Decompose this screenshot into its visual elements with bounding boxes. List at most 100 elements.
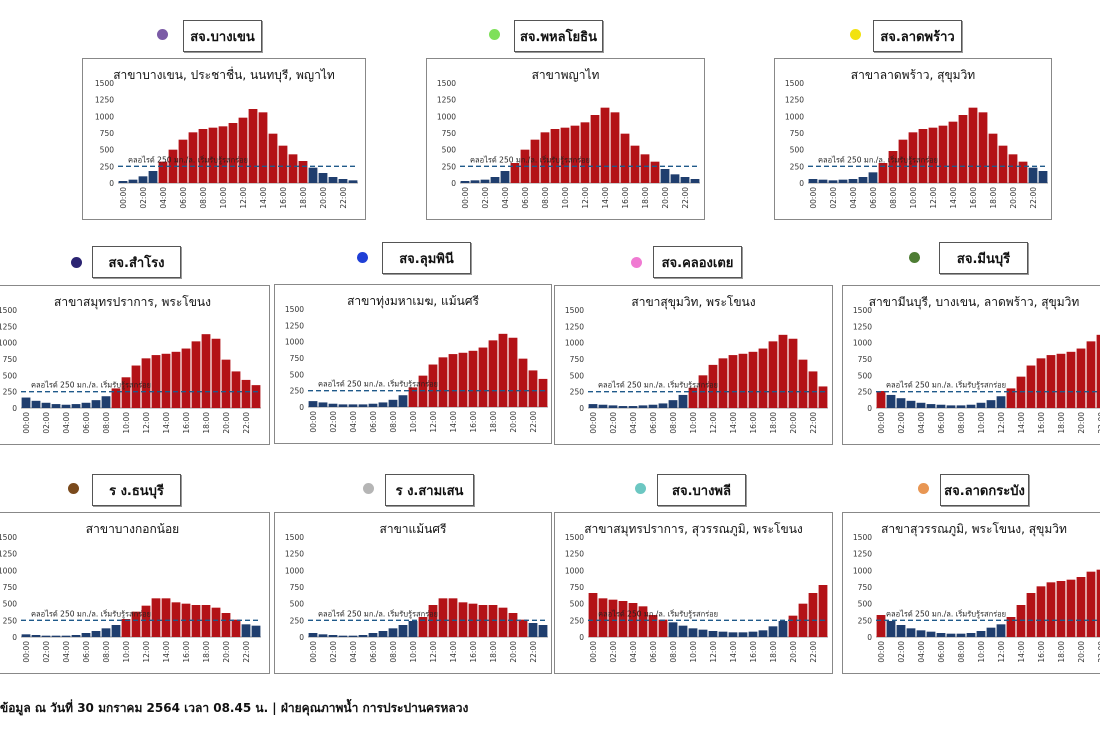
bar-20:00 (788, 615, 798, 637)
bar-15:00 (268, 133, 278, 183)
bar-05:00 (358, 404, 368, 407)
bar-09:00 (678, 394, 688, 408)
x-tick-label: 10:00 (409, 641, 418, 663)
bar-07:00 (658, 619, 668, 637)
x-tick-label: 22:00 (529, 411, 538, 433)
bar-10:00 (908, 132, 918, 183)
chart-title: สาขาบางกอกน้อย (85, 522, 180, 536)
bar-18:00 (640, 154, 650, 183)
y-tick-label: 1000 (853, 339, 872, 348)
bar-07:00 (530, 139, 540, 183)
x-tick-label: 06:00 (521, 187, 530, 209)
x-tick-label: 02:00 (609, 641, 618, 663)
bar-02:00 (41, 635, 51, 637)
x-tick-label: 20:00 (1077, 412, 1086, 434)
bar-00:00 (808, 179, 818, 183)
chart-title: สาขาสมุทรปราการ, สุวรรณภูมิ, พระโขนง (584, 522, 803, 536)
threshold-label: คลอไรด์ 250 มก./ล. เริ่มรับรู้รสกร่อย (598, 608, 718, 618)
bar-10:00 (688, 387, 698, 408)
chart-title: สาขาบางเขน, ประชาชื่น, นนทบุรี, พญาไท (113, 68, 335, 82)
bar-17:00 (978, 112, 988, 183)
y-tick-label: 500 (570, 371, 585, 380)
bar-13:00 (438, 357, 448, 407)
x-tick-label: 10:00 (122, 412, 131, 434)
y-tick-label: 1000 (95, 112, 114, 121)
bar-01:00 (318, 634, 328, 637)
y-tick-label: 1250 (853, 550, 872, 559)
x-tick-label: 12:00 (709, 641, 718, 663)
y-tick-label: 1000 (0, 566, 17, 575)
bar-02:00 (328, 403, 338, 407)
bar-19:00 (498, 333, 508, 407)
bar-08:00 (668, 622, 678, 637)
bar-14:00 (728, 632, 738, 637)
y-tick-label: 1500 (437, 79, 456, 88)
y-tick-label: 0 (12, 633, 17, 642)
x-tick-label: 06:00 (82, 641, 91, 663)
bar-20:00 (508, 337, 518, 407)
x-tick-label: 00:00 (809, 187, 818, 209)
y-tick-label: 1250 (285, 550, 304, 559)
bar-23:00 (1038, 171, 1048, 183)
chart-svg: 0 250 500 750 1000 1250 1500 คลอไรด์ 250 มก./ล.… (285, 533, 548, 663)
y-tick-label: 750 (790, 129, 805, 138)
bar-22:00 (241, 624, 251, 637)
bar-08:00 (956, 405, 966, 408)
bar-05:00 (638, 405, 648, 408)
y-tick-label: 0 (579, 404, 584, 413)
bar-12:00 (428, 605, 438, 637)
x-tick-label: 04:00 (501, 187, 510, 209)
x-tick-label: 02:00 (897, 412, 906, 434)
bar-05:00 (71, 635, 81, 637)
bar-23:00 (818, 386, 828, 408)
bar-12:00 (708, 631, 718, 637)
x-tick-label: 20:00 (789, 641, 798, 663)
bar-14:00 (448, 354, 458, 407)
bar-03:00 (618, 601, 628, 637)
bar-01:00 (886, 621, 896, 637)
station-label: สจ.พหลโยธิน (514, 20, 603, 52)
bar-23:00 (348, 180, 358, 183)
bar-10:00 (976, 402, 986, 408)
bar-06:00 (368, 633, 378, 637)
x-tick-label: 16:00 (279, 187, 288, 209)
bar-14:00 (161, 598, 171, 637)
bar-17:00 (478, 605, 488, 637)
x-tick-label: 08:00 (199, 187, 208, 209)
bar-19:00 (778, 334, 788, 408)
chart-panel: สาขาสมุทรปราการ, สุวรรณภูมิ, พระโขนง 0 250… (554, 512, 833, 674)
y-tick-label: 0 (867, 404, 872, 413)
bar-07:00 (946, 405, 956, 408)
x-tick-label: 06:00 (937, 641, 946, 663)
y-tick-label: 1250 (853, 322, 872, 331)
bar-02:00 (608, 405, 618, 408)
bar-09:00 (111, 388, 121, 408)
threshold-label: คลอไรด์ 250 มก./ล. เริ่มรับรู้รสกร่อย (318, 608, 438, 618)
bar-06:00 (868, 172, 878, 183)
x-tick-label: 06:00 (369, 411, 378, 433)
bar-07:00 (91, 631, 101, 637)
x-tick-label: 14:00 (259, 187, 268, 209)
bar-13:00 (151, 598, 161, 637)
bar-00:00 (876, 391, 886, 408)
bar-17:00 (1046, 355, 1056, 408)
bar-11:00 (418, 617, 428, 637)
chart-title: สาขาทุ่งมหาเมฆ, แม้นศรี (347, 294, 479, 308)
bar-05:00 (510, 163, 520, 183)
bar-05:00 (168, 149, 178, 183)
y-tick-label: 1000 (565, 566, 584, 575)
bar-00:00 (21, 634, 31, 637)
threshold-label: คลอไรด์ 250 มก./ล. เริ่มรับรู้รสกร่อย (598, 380, 718, 390)
bar-05:00 (358, 635, 368, 637)
chart-panel: สาขาสุขุมวิท, พระโขนง 0 250 500 750 1000 1250 1… (554, 285, 833, 445)
x-tick-label: 02:00 (329, 411, 338, 433)
y-tick-label: 1000 (0, 339, 17, 348)
y-tick-label: 750 (858, 355, 873, 364)
bar-21:00 (328, 177, 338, 183)
x-tick-label: 16:00 (749, 412, 758, 434)
station-label: ร ง.ธนบุรี (92, 474, 181, 506)
y-tick-label: 1000 (853, 566, 872, 575)
bar-04:00 (628, 406, 638, 408)
bar-00:00 (308, 401, 318, 407)
bar-23:00 (538, 378, 548, 407)
